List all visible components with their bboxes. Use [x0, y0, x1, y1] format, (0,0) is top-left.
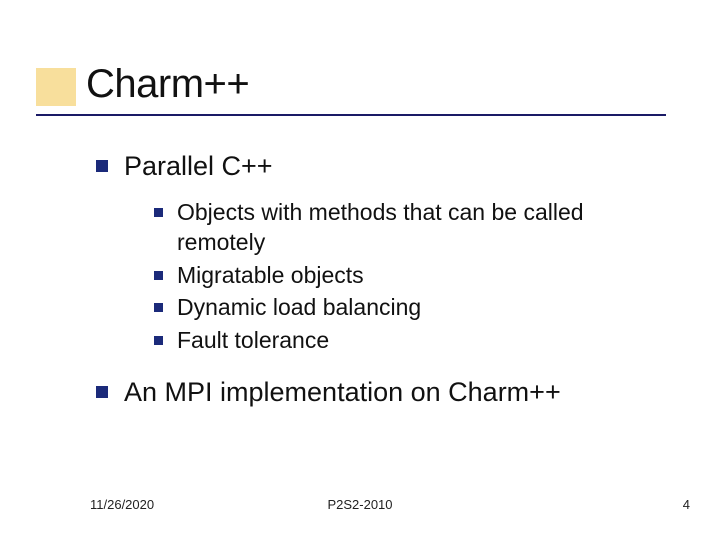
square-bullet-icon — [154, 208, 163, 217]
bullet-lvl2: Migratable objects — [154, 261, 656, 291]
bullet-lvl2: Fault tolerance — [154, 326, 656, 356]
slide: Charm++ Parallel C++ Objects with method… — [0, 0, 720, 540]
square-bullet-icon — [154, 271, 163, 280]
square-bullet-icon — [154, 303, 163, 312]
bullet-text: Dynamic load balancing — [177, 293, 421, 323]
footer-date: 11/26/2020 — [90, 497, 154, 512]
bullet-text: An MPI implementation on Charm++ — [124, 376, 561, 410]
footer-center: P2S2-2010 — [327, 497, 392, 512]
title-underline — [36, 114, 666, 116]
bullet-text: Migratable objects — [177, 261, 364, 291]
bullet-text: Parallel C++ — [124, 150, 273, 184]
bullet-text: Fault tolerance — [177, 326, 329, 356]
bullet-text: Objects with methods that can be called … — [177, 198, 656, 258]
footer-page-number: 4 — [683, 497, 690, 512]
bullet-lvl1: An MPI implementation on Charm++ — [96, 376, 656, 410]
bullet-lvl1: Parallel C++ — [96, 150, 656, 184]
square-bullet-icon — [96, 160, 108, 172]
square-bullet-icon — [154, 336, 163, 345]
bullet-lvl2: Dynamic load balancing — [154, 293, 656, 323]
square-bullet-icon — [96, 386, 108, 398]
slide-title: Charm++ — [86, 62, 249, 107]
bullet-lvl2-group: Objects with methods that can be called … — [154, 198, 656, 356]
bullet-lvl2: Objects with methods that can be called … — [154, 198, 656, 258]
slide-content: Parallel C++ Objects with methods that c… — [96, 150, 656, 424]
title-accent-box — [36, 68, 76, 106]
